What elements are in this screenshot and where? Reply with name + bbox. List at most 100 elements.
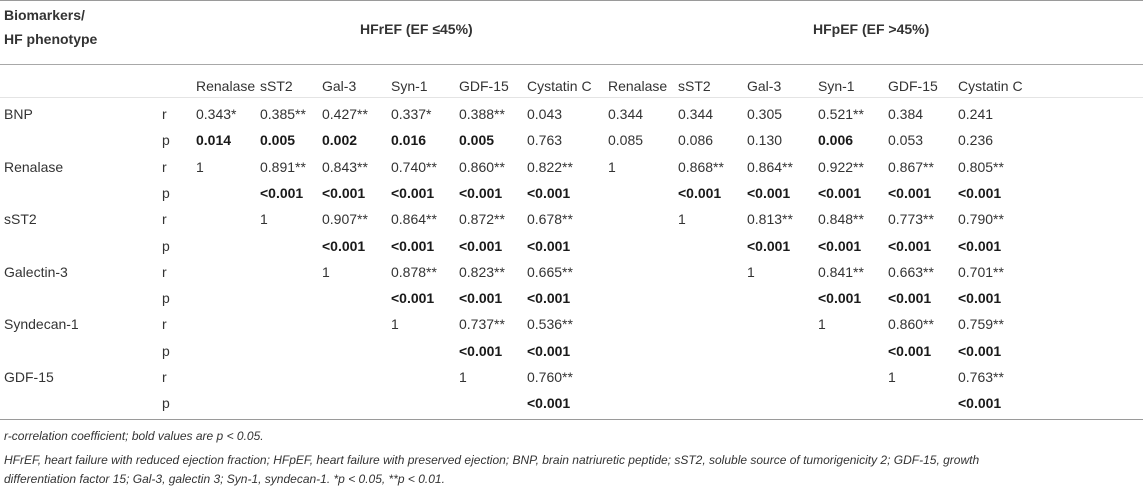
- table-bottom-rule: [0, 419, 1143, 420]
- stat-type-label: r: [162, 158, 167, 175]
- table-cell: 0.763: [527, 132, 563, 149]
- table-cell: <0.001: [888, 290, 932, 307]
- table-cell: 1: [888, 369, 896, 385]
- table-cell: <0.001: [391, 290, 435, 307]
- table-cell: <0.001: [958, 290, 1002, 307]
- table-cell: <0.001: [322, 184, 366, 201]
- table-cell: 1: [391, 316, 399, 333]
- corner-header-line2: HF phenotype: [4, 31, 98, 47]
- table-cell: 0.014: [196, 132, 232, 149]
- table-cell: <0.001: [678, 184, 722, 201]
- table-cell: <0.001: [527, 184, 571, 201]
- table-cell: <0.001: [527, 395, 571, 412]
- stat-type-label: p: [162, 290, 170, 307]
- table-cell: <0.001: [459, 237, 503, 254]
- group-header-hfref: HFrEF (EF ≤45%): [360, 21, 473, 37]
- table-cell: 0.016: [391, 132, 427, 149]
- table-cell: 0.760**: [527, 369, 573, 385]
- column-header: sST2: [678, 78, 711, 94]
- stat-type-label: p: [162, 342, 170, 359]
- table-cell: 0.759**: [958, 316, 1004, 333]
- table-cell: 1: [608, 158, 616, 175]
- footnote-legend: r-correlation coefficient; bold values a…: [4, 429, 264, 443]
- stat-type-label: r: [162, 106, 167, 122]
- table-cell: 0.737**: [459, 316, 505, 333]
- corner-header-line1: Biomarkers/: [4, 7, 85, 23]
- column-header: Cystatin C: [958, 78, 1023, 94]
- table-cell: <0.001: [747, 237, 791, 254]
- table-cell: <0.001: [527, 237, 571, 254]
- table-cell: 0.841**: [818, 263, 864, 280]
- table-cell: 0.536**: [527, 316, 573, 333]
- column-header-rule: [0, 97, 1143, 98]
- stat-type-label: p: [162, 132, 170, 149]
- table-cell: <0.001: [888, 237, 932, 254]
- column-header: Gal-3: [322, 78, 357, 94]
- header-rule: [0, 64, 1143, 65]
- table-cell: 0.823**: [459, 263, 505, 280]
- table-cell: 0.053: [888, 132, 924, 149]
- table-cell: <0.001: [391, 237, 435, 254]
- column-header: Syn-1: [391, 78, 428, 94]
- table-cell: 1: [260, 211, 268, 228]
- row-label: BNP: [4, 106, 33, 122]
- footnote-abbrev-line2: differentiation factor 15; Gal-3, galect…: [4, 472, 445, 486]
- stat-type-label: p: [162, 395, 170, 412]
- table-cell: 0.005: [459, 132, 495, 149]
- table-cell: 0.343*: [196, 106, 237, 122]
- table-cell: 0.864**: [747, 158, 793, 175]
- column-header: Cystatin C: [527, 78, 592, 94]
- table-cell: 1: [322, 263, 330, 280]
- table-cell: <0.001: [958, 395, 1002, 412]
- table-cell: <0.001: [958, 237, 1002, 254]
- table-cell: 0.388**: [459, 106, 505, 122]
- table-cell: <0.001: [958, 184, 1002, 201]
- stat-type-label: r: [162, 316, 167, 333]
- table-cell: 0.006: [818, 132, 854, 149]
- table-cell: <0.001: [747, 184, 791, 201]
- table-cell: <0.001: [888, 342, 932, 359]
- table-cell: 0.891**: [260, 158, 306, 175]
- table-cell: 0.922**: [818, 158, 864, 175]
- table-cell: <0.001: [459, 342, 503, 359]
- table-cell: 0.427**: [322, 106, 368, 122]
- table-cell: <0.001: [391, 184, 435, 201]
- table-cell: 0.848**: [818, 211, 864, 228]
- table-cell: <0.001: [818, 237, 862, 254]
- table-cell: 0.521**: [818, 106, 864, 122]
- row-label: GDF-15: [4, 369, 54, 385]
- table-cell: 0.337*: [391, 106, 432, 122]
- table-cell: 0.344: [678, 106, 714, 122]
- table-cell: 0.867**: [888, 158, 934, 175]
- table-cell: 0.763**: [958, 369, 1004, 385]
- column-header: Renalase: [196, 78, 256, 94]
- table-cell: <0.001: [888, 184, 932, 201]
- row-label: Galectin-3: [4, 263, 68, 280]
- stat-type-label: p: [162, 237, 170, 254]
- table-cell: 0.384: [888, 106, 924, 122]
- table-cell: 0.843**: [322, 158, 368, 175]
- table-cell: 0.860**: [459, 158, 505, 175]
- column-header: sST2: [260, 78, 293, 94]
- table-cell: 0.907**: [322, 211, 368, 228]
- table-cell: 0.678**: [527, 211, 573, 228]
- table-cell: 0.860**: [888, 316, 934, 333]
- table-cell: <0.001: [527, 290, 571, 307]
- table-cell: <0.001: [527, 342, 571, 359]
- group-header-hfpef: HFpEF (EF >45%): [813, 21, 930, 37]
- table-cell: <0.001: [818, 184, 862, 201]
- stat-type-label: p: [162, 184, 170, 201]
- table-cell: 0.864**: [391, 211, 437, 228]
- table-cell: <0.001: [322, 237, 366, 254]
- table-cell: 0.344: [608, 106, 644, 122]
- column-header: Renalase: [608, 78, 668, 94]
- column-header: Syn-1: [818, 78, 855, 94]
- table-cell: 0.043: [527, 106, 563, 122]
- table-cell: 0.868**: [678, 158, 724, 175]
- table-cell: 0.813**: [747, 211, 793, 228]
- table-cell: 0.385**: [260, 106, 306, 122]
- table-cell: 0.878**: [391, 263, 437, 280]
- table-cell: 0.665**: [527, 263, 573, 280]
- table-cell: 1: [678, 211, 686, 228]
